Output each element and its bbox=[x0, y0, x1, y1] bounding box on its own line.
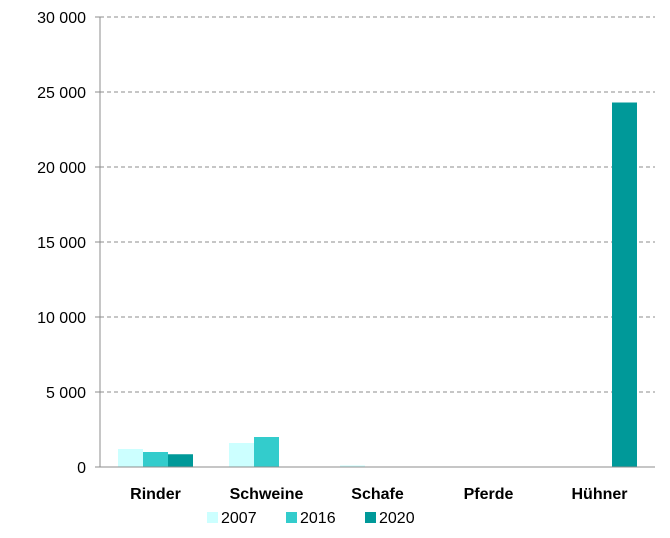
bars bbox=[118, 102, 637, 467]
x-tick-label: Rinder bbox=[130, 486, 181, 503]
legend: 2007 2016 2020 bbox=[207, 510, 415, 527]
legend-label: 2020 bbox=[379, 510, 415, 527]
bar-schweine-2016 bbox=[254, 437, 279, 467]
x-tick-label: Hühner bbox=[572, 486, 628, 503]
y-tick-label: 5 000 bbox=[46, 385, 86, 402]
x-tick-label: Pferde bbox=[464, 486, 514, 503]
y-tick-label: 25 000 bbox=[37, 85, 86, 102]
x-axis-tick-labels: Rinder Schweine Schafe Pferde Hühner bbox=[130, 486, 627, 503]
y-tick-label: 10 000 bbox=[37, 310, 86, 327]
bar-rinder-2007 bbox=[118, 449, 143, 467]
axes bbox=[95, 16, 655, 468]
bar-hühner-2020 bbox=[612, 102, 637, 467]
gridlines bbox=[100, 16, 655, 393]
x-tick-label: Schweine bbox=[230, 486, 304, 503]
bar-schweine-2007 bbox=[229, 443, 254, 467]
legend-swatch-2007 bbox=[207, 512, 218, 523]
bar-schafe-2007 bbox=[340, 465, 365, 467]
y-tick-label: 30 000 bbox=[37, 10, 86, 27]
legend-swatch-2020 bbox=[365, 512, 376, 523]
bar-rinder-2016 bbox=[143, 452, 168, 467]
y-tick-label: 15 000 bbox=[37, 235, 86, 252]
legend-label: 2007 bbox=[221, 510, 257, 527]
x-tick-label: Schafe bbox=[351, 486, 404, 503]
bar-rinder-2020 bbox=[168, 454, 193, 467]
legend-swatch-2016 bbox=[286, 512, 297, 523]
y-tick-label: 0 bbox=[77, 460, 86, 477]
y-axis-tick-labels: 0 5 000 10 000 15 000 20 000 25 000 30 000 bbox=[37, 10, 86, 477]
legend-label: 2016 bbox=[300, 510, 336, 527]
y-tick-label: 20 000 bbox=[37, 160, 86, 177]
